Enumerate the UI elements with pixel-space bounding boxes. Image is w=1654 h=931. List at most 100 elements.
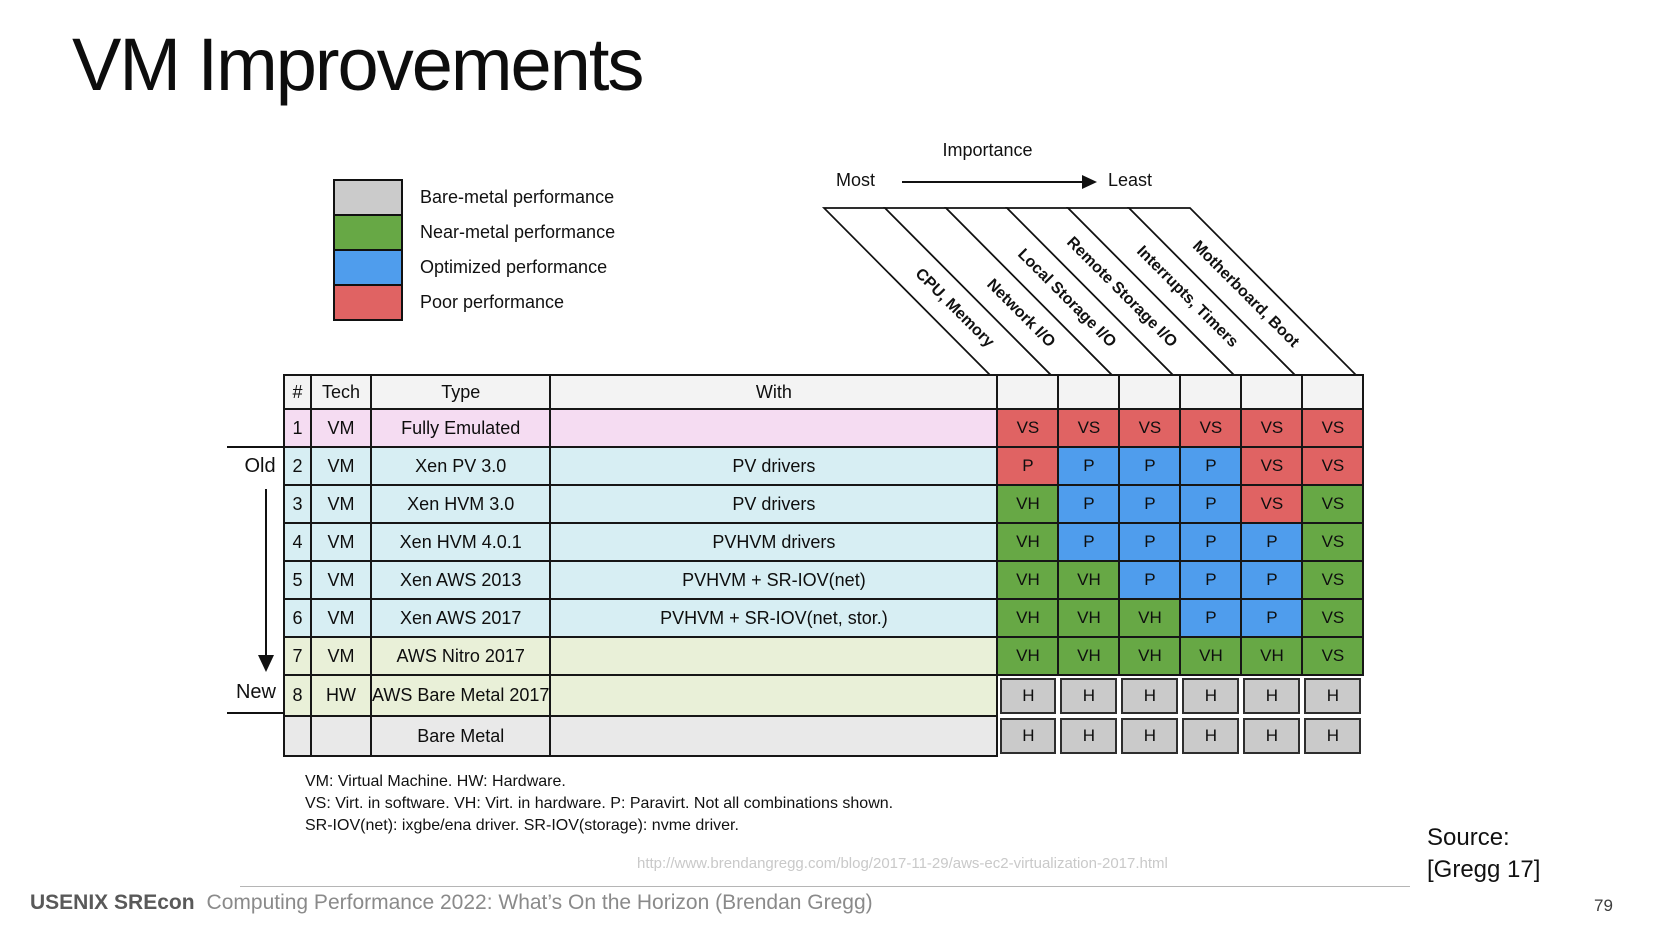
type-cell: Fully Emulated: [369, 408, 552, 448]
perf-cell: P: [1057, 446, 1121, 486]
tech-cell: VM: [310, 636, 372, 676]
importance-arrowhead-icon: [1082, 175, 1097, 189]
new-label: New: [235, 681, 276, 703]
tech-cell: VM: [310, 484, 372, 524]
matrix-column-label: Local Storage I/O: [1014, 246, 1119, 351]
tech-cell: VM: [310, 598, 372, 638]
type-cell: AWS Nitro 2017: [369, 636, 552, 676]
perf-cell: VH: [1057, 598, 1121, 638]
table-row: 6 VM Xen AWS 2017 PVHVM + SR-IOV(net, stor.…: [283, 598, 1365, 638]
row-number-cell: 2: [283, 446, 312, 486]
legend-item: Bare-metal performance: [333, 179, 615, 216]
type-cell: Xen PV 3.0: [369, 446, 552, 486]
footnote-line: VS: Virt. in software. VH: Virt. in hard…: [305, 795, 894, 812]
source-label: Source:: [1427, 824, 1510, 851]
perf-cell: H: [997, 675, 1059, 716]
with-cell: PVHVM drivers: [549, 522, 999, 562]
perf-cell: VS: [1301, 598, 1365, 638]
importance-most-label: Most: [836, 170, 876, 190]
with-cell: PVHVM + SR-IOV(net, stor.): [549, 598, 999, 638]
table-row: 5 VM Xen AWS 2013 PVHVM + SR-IOV(net) VH VH P P…: [283, 560, 1365, 600]
old-new-arrowhead-icon: [258, 655, 274, 672]
table-row: Bare Metal H H H H H H: [283, 715, 1364, 757]
with-cell: [549, 636, 999, 676]
perf-cell: H: [1058, 716, 1120, 756]
footer: USENIX SREcon Computing Performance 2022:…: [30, 891, 873, 915]
column-header: Tech: [310, 374, 372, 410]
table-row: 7 VM AWS Nitro 2017 VH VH VH VH VH VS: [283, 636, 1365, 676]
row-number-cell: [283, 715, 312, 757]
footnote-line: SR-IOV(net): ixgbe/ena driver. SR-IOV(st…: [305, 817, 739, 834]
column-header-empty: [1118, 374, 1182, 410]
perf-cell: VH: [996, 560, 1060, 600]
perf-cell: VS: [1240, 408, 1304, 448]
column-header: With: [549, 374, 999, 410]
perf-cell: P: [1179, 484, 1243, 524]
column-header-empty: [1179, 374, 1243, 410]
tech-cell: VM: [310, 522, 372, 562]
legend-label: Bare-metal performance: [420, 187, 615, 207]
perf-cell: P: [1118, 522, 1182, 562]
matrix-column-band: [882, 207, 1115, 376]
with-cell: [549, 674, 999, 717]
perf-cell: VS: [1301, 522, 1365, 562]
perf-cell: VS: [1301, 408, 1365, 448]
perf-cell: P: [1179, 560, 1243, 600]
perf-cell: P: [1179, 598, 1243, 638]
legend-item: Poor performance: [333, 284, 615, 321]
perf-cell: VH: [996, 522, 1060, 562]
perf-cell: VS: [1240, 446, 1304, 486]
perf-cell: VH: [996, 598, 1060, 638]
with-cell: PV drivers: [549, 484, 999, 524]
perf-cell: VS: [996, 408, 1060, 448]
row-number-cell: 6: [283, 598, 312, 638]
perf-cell: VH: [1057, 636, 1121, 676]
perf-cell: VS: [1057, 408, 1121, 448]
table-row: 8 HW AWS Bare Metal 2017 H H H H H H: [283, 674, 1364, 717]
perf-cell: H: [1058, 675, 1120, 716]
row-number-cell: 7: [283, 636, 312, 676]
perf-cell: VS: [1240, 484, 1304, 524]
type-cell: Bare Metal: [369, 715, 552, 757]
type-cell: Xen HVM 4.0.1: [369, 522, 552, 562]
tech-cell: VM: [310, 408, 372, 448]
new-bracket-line: [227, 712, 284, 714]
old-label: Old: [244, 455, 276, 477]
perf-cell: VH: [1057, 560, 1121, 600]
column-header-empty: [1301, 374, 1365, 410]
perf-cell: P: [1118, 484, 1182, 524]
table-row: 3 VM Xen HVM 3.0 PV drivers VH P P P VS VS: [283, 484, 1365, 524]
footer-brand: USENIX SREcon: [30, 891, 195, 914]
table-row: 2 VM Xen PV 3.0 PV drivers P P P P VS VS: [283, 446, 1365, 486]
column-header-empty: [996, 374, 1060, 410]
legend-swatch: [333, 179, 403, 216]
source-url-link[interactable]: http://www.brendangregg.com/blog/2017-11…: [637, 855, 1168, 872]
matrix-column-label: Remote Storage I/O: [1063, 234, 1180, 351]
type-cell: AWS Bare Metal 2017: [369, 674, 552, 717]
table-row: 4 VM Xen HVM 4.0.1 PVHVM drivers VH P P P P VS: [283, 522, 1365, 562]
matrix-column-band: [1004, 207, 1237, 376]
perf-cell: H: [1180, 675, 1242, 716]
perf-cell: H: [1241, 675, 1303, 716]
legend-item: Optimized performance: [333, 249, 615, 286]
with-cell: PVHVM + SR-IOV(net): [549, 560, 999, 600]
perf-cell: P: [1240, 598, 1304, 638]
type-cell: Xen AWS 2013: [369, 560, 552, 600]
perf-cell: VH: [1179, 636, 1243, 676]
footnote-line: VM: Virtual Machine. HW: Hardware.: [305, 773, 566, 790]
vm-table: # Tech Type With 1 VM Fully Emulated VS VS VS VS VS…: [283, 374, 1365, 757]
row-number-cell: 8: [283, 674, 312, 717]
perf-cell: VS: [1118, 408, 1182, 448]
legend-label: Optimized performance: [420, 257, 608, 277]
footer-deck-title: Computing Performance 2022: What’s On th…: [206, 891, 873, 914]
old-new-arrow-line: [265, 489, 267, 657]
perf-cell: P: [1118, 560, 1182, 600]
perf-cell: VH: [996, 484, 1060, 524]
perf-cell: H: [1302, 716, 1364, 756]
old-bracket-line: [227, 446, 284, 448]
footer-divider: [240, 886, 1410, 887]
row-number-cell: 1: [283, 408, 312, 448]
row-number-cell: 3: [283, 484, 312, 524]
tech-cell: HW: [310, 674, 372, 717]
perf-cell: H: [1119, 675, 1181, 716]
